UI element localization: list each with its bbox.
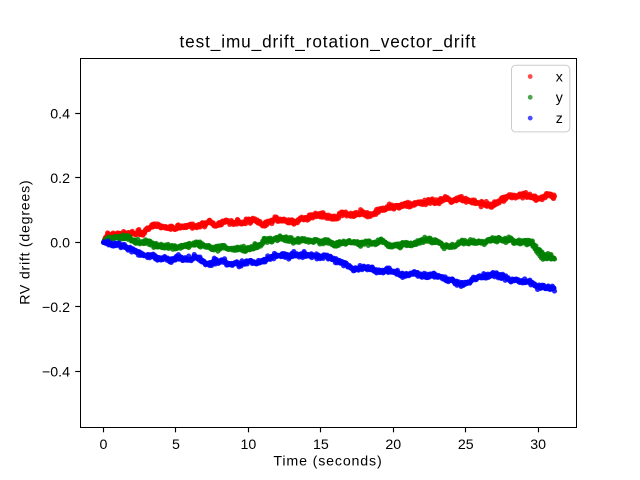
svg-text:y: y: [556, 90, 564, 106]
svg-text:0.4: 0.4: [50, 107, 70, 123]
svg-text:30: 30: [530, 437, 546, 453]
svg-text:x: x: [556, 69, 563, 85]
svg-text:25: 25: [458, 437, 474, 453]
svg-text:20: 20: [385, 437, 401, 453]
svg-text:0.0: 0.0: [50, 236, 70, 252]
svg-text:RV drift (degrees): RV drift (degrees): [18, 180, 34, 305]
svg-text:0.2: 0.2: [50, 171, 70, 187]
svg-text:z: z: [556, 111, 563, 127]
svg-text:test_imu_drift_rotation_vector: test_imu_drift_rotation_vector_drift: [179, 32, 476, 52]
svg-text:−0.2: −0.2: [42, 300, 70, 316]
svg-text:Time (seconds): Time (seconds): [273, 454, 382, 470]
svg-text:15: 15: [313, 437, 329, 453]
svg-text:0: 0: [100, 437, 108, 453]
svg-text:−0.4: −0.4: [42, 365, 70, 381]
svg-text:5: 5: [172, 437, 180, 453]
svg-text:10: 10: [241, 437, 257, 453]
